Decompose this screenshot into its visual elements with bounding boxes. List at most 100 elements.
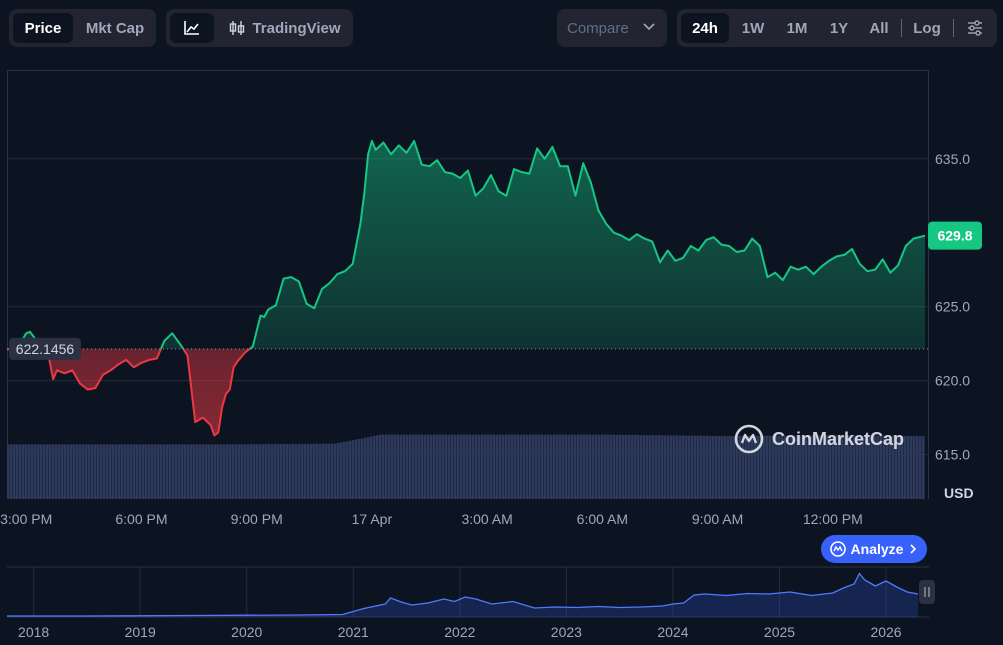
volume-bar — [607, 434, 610, 499]
volume-bar — [31, 444, 34, 499]
currency-label: USD — [944, 485, 974, 501]
volume-bar — [565, 434, 568, 499]
chevron-right-icon — [910, 544, 917, 554]
price-area-up — [7, 141, 925, 349]
line-chart-icon — [184, 21, 199, 35]
range-all-button[interactable]: All — [869, 19, 889, 37]
volume-bar — [673, 435, 676, 499]
volume-bar — [220, 444, 223, 499]
volume-bar — [913, 435, 916, 499]
navigator-year-label: 2024 — [657, 624, 688, 640]
current-price-label: 629.8 — [937, 228, 972, 244]
volume-bar — [388, 434, 391, 499]
range-1w-button[interactable]: 1W — [741, 19, 765, 37]
chart-settings-button[interactable] — [958, 13, 992, 43]
volume-bar — [358, 438, 361, 499]
volume-bar — [181, 444, 184, 499]
volume-bar — [382, 434, 385, 499]
volume-bar — [394, 434, 397, 499]
volume-bar — [148, 444, 151, 499]
volume-bar — [703, 435, 706, 499]
volume-bar — [643, 435, 646, 499]
volume-bar — [166, 444, 169, 499]
volume-bar — [331, 443, 334, 499]
volume-bar — [196, 444, 199, 499]
volume-bar — [478, 434, 481, 499]
y-tick-label: 615.0 — [935, 447, 970, 463]
volume-bar — [118, 444, 121, 499]
volume-bar — [205, 444, 208, 499]
volume-bar — [406, 434, 409, 499]
volume-bar — [526, 434, 529, 499]
volume-bar — [343, 441, 346, 499]
price-tab[interactable]: Price — [13, 13, 73, 43]
volume-bar — [472, 434, 475, 499]
volume-bar — [481, 434, 484, 499]
volume-bar — [100, 444, 103, 499]
volume-bar — [541, 434, 544, 499]
candlestick-icon — [230, 21, 245, 35]
volume-bar — [364, 437, 367, 499]
volume-bar — [19, 444, 22, 499]
volume-bar — [487, 434, 490, 499]
volume-bar — [277, 444, 280, 499]
volume-bar — [661, 435, 664, 499]
volume-bar — [49, 444, 52, 499]
volume-bar — [568, 434, 571, 499]
range-1y-button[interactable]: 1Y — [829, 19, 849, 37]
history-navigator[interactable]: 2018 2019 2020 2021 2022 2023 2024 2025 2026 — [0, 545, 1003, 645]
volume-bar — [304, 443, 307, 499]
volume-bar — [505, 434, 508, 499]
volume-bar — [139, 444, 142, 499]
baseline-tag — [9, 337, 81, 360]
volume-bar — [463, 434, 466, 499]
navigator-year-label: 2021 — [338, 624, 369, 640]
volume-bar — [184, 444, 187, 499]
volume-bar — [7, 444, 10, 499]
view-toggle-group: Price Mkt Cap — [9, 9, 156, 47]
analyze-button[interactable]: Analyze — [821, 535, 927, 563]
y-tick-label: 620.0 — [935, 373, 970, 389]
tradingview-button[interactable]: TradingView — [222, 13, 347, 43]
navigator-year-label: 2023 — [551, 624, 582, 640]
volume-bar — [922, 436, 925, 499]
volume-bar — [136, 444, 139, 499]
volume-bar — [253, 444, 256, 499]
price-chart[interactable]: 622.1456 615.0 620.0 625.0 635.0 USD 3:00 PM 6… — [0, 0, 1003, 545]
volume-bar — [373, 435, 376, 499]
mkt-cap-tab[interactable]: Mkt Cap — [85, 19, 145, 37]
line-chart-button[interactable] — [170, 13, 214, 43]
volume-bar — [610, 434, 613, 499]
volume-bar — [907, 435, 910, 499]
volume-bar — [46, 444, 49, 499]
range-1m-button[interactable]: 1M — [786, 19, 808, 37]
log-scale-button[interactable]: Log — [913, 19, 941, 37]
volume-bar — [298, 443, 301, 499]
volume-bar — [601, 434, 604, 499]
volume-bar — [439, 434, 442, 499]
volume-bar — [310, 443, 313, 499]
volume-bar — [199, 444, 202, 499]
volume-bar — [514, 434, 517, 499]
volume-bar — [67, 444, 70, 499]
compare-dropdown[interactable]: Compare — [557, 9, 667, 47]
y-tick-label: 625.0 — [935, 299, 970, 315]
range-24h-button[interactable]: 24h — [681, 13, 729, 43]
volume-bar — [403, 434, 406, 499]
volume-bar — [295, 443, 298, 499]
volume-bar — [430, 434, 433, 499]
baseline-label: 622.1456 — [16, 341, 75, 357]
navigator-line — [7, 572, 919, 617]
toolbar-divider — [953, 19, 954, 37]
volume-bar — [415, 434, 418, 499]
volume-bar — [442, 434, 445, 499]
volume-bar — [76, 444, 79, 499]
volume-bar — [64, 444, 67, 499]
volume-bar — [91, 444, 94, 499]
navigator-handle[interactable] — [919, 580, 935, 604]
volume-bar — [349, 440, 352, 499]
volume-bar — [193, 444, 196, 499]
price-line-down — [6, 348, 252, 437]
toolbar-divider — [901, 19, 902, 37]
volume-bar — [211, 444, 214, 499]
